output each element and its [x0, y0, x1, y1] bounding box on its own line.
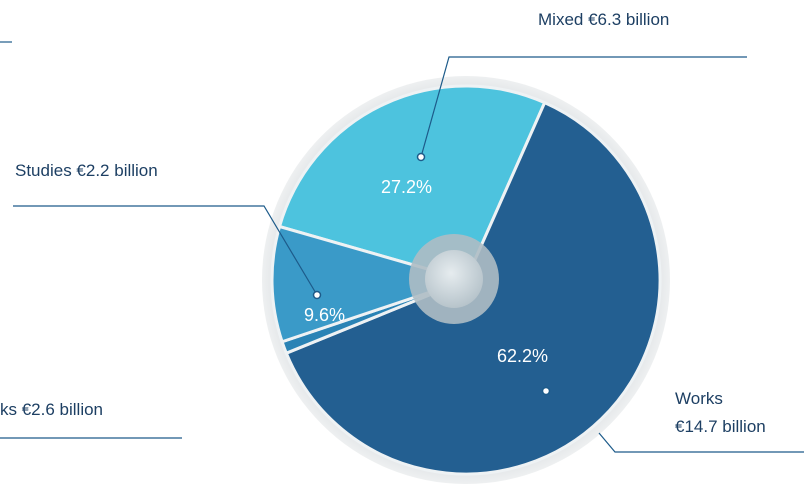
callout-mixed-label: Mixed €6.3 billion	[538, 10, 669, 29]
slice-label-studies: 9.6%	[304, 305, 345, 325]
callout-works: Works €14.7 billion	[541, 386, 804, 453]
pie-slice-studies	[270, 224, 472, 344]
callout-works-label-line1: Works	[675, 389, 723, 408]
marker-works	[541, 386, 551, 396]
pie-slice-mixed	[277, 84, 547, 282]
slice-label-mixed: 27.2%	[381, 177, 432, 197]
callout-studies-label: Studies €2.2 billion	[15, 161, 158, 180]
leader-line-studies	[13, 205, 318, 296]
callout-supplies: ks €2.6 billion	[0, 400, 182, 439]
marker-mixed	[416, 152, 426, 162]
callout-mixed: Mixed €6.3 billion	[416, 10, 747, 162]
callout-works-label-line2: €14.7 billion	[675, 417, 766, 436]
leader-line-works	[598, 432, 804, 453]
marker-studies	[312, 290, 322, 300]
callout-supplies-label: ks €2.6 billion	[0, 400, 103, 419]
slice-label-works: 62.2%	[497, 346, 548, 366]
leader-line-mixed	[420, 56, 747, 158]
callout-studies: Studies €2.2 billion	[13, 161, 322, 300]
hub	[425, 250, 483, 308]
